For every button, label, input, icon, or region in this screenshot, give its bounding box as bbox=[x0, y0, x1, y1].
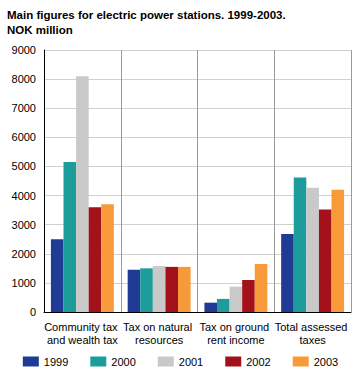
svg-text:3000: 3000 bbox=[12, 219, 36, 231]
svg-text:2002: 2002 bbox=[246, 356, 270, 368]
svg-text:6000: 6000 bbox=[12, 131, 36, 143]
svg-text:Main figures for electric powe: Main figures for electric power stations… bbox=[7, 9, 286, 21]
svg-text:Tax on natural: Tax on natural bbox=[123, 321, 195, 333]
svg-text:2000: 2000 bbox=[111, 356, 135, 368]
svg-text:8000: 8000 bbox=[12, 73, 36, 85]
svg-text:5000: 5000 bbox=[12, 160, 36, 172]
svg-text:Total assessed: Total assessed bbox=[275, 321, 351, 333]
svg-text:7000: 7000 bbox=[12, 102, 36, 114]
svg-text:2000: 2000 bbox=[12, 248, 36, 260]
svg-text:1999: 1999 bbox=[44, 356, 68, 368]
svg-text:1000: 1000 bbox=[12, 277, 36, 289]
svg-text:resources: resources bbox=[135, 334, 184, 346]
svg-text:0: 0 bbox=[30, 306, 36, 318]
svg-text:rent income: rent income bbox=[207, 334, 264, 346]
svg-text:9000: 9000 bbox=[12, 44, 36, 56]
svg-text:Community tax: Community tax bbox=[44, 321, 120, 333]
svg-text:and wealth tax: and wealth tax bbox=[47, 334, 118, 346]
svg-text:NOK million: NOK million bbox=[7, 24, 73, 36]
svg-text:taxes: taxes bbox=[299, 334, 326, 346]
svg-text:Tax on ground: Tax on ground bbox=[199, 321, 272, 333]
svg-text:4000: 4000 bbox=[12, 190, 36, 202]
svg-text:2003: 2003 bbox=[314, 356, 338, 368]
svg-text:2001: 2001 bbox=[179, 356, 203, 368]
